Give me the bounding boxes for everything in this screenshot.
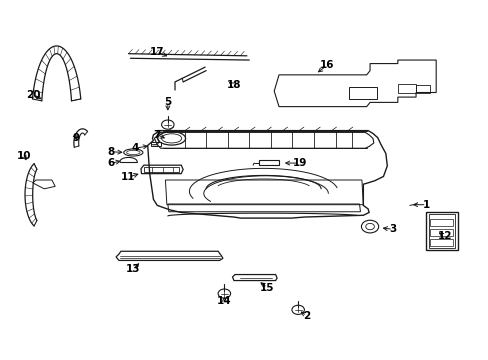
Bar (427, 214, 454, 248)
Text: 2: 2 (303, 311, 310, 321)
Text: 20: 20 (26, 90, 41, 100)
Text: 19: 19 (292, 158, 306, 168)
Text: 3: 3 (388, 224, 396, 234)
Text: 13: 13 (126, 264, 140, 274)
Text: 4: 4 (131, 143, 139, 153)
Text: 9: 9 (72, 133, 79, 143)
Bar (143, 167, 179, 172)
Text: 18: 18 (226, 80, 241, 90)
Bar (151, 142, 160, 146)
Text: 7: 7 (153, 130, 161, 140)
Text: 16: 16 (319, 60, 333, 70)
Text: 8: 8 (107, 147, 115, 157)
Text: 6: 6 (107, 158, 115, 168)
Text: 1: 1 (422, 200, 429, 210)
Bar (258, 160, 279, 165)
Bar (429, 219, 452, 226)
Text: 5: 5 (164, 98, 171, 107)
Text: 11: 11 (121, 172, 136, 182)
Bar (348, 86, 376, 99)
Bar (397, 84, 415, 93)
Text: 15: 15 (260, 283, 274, 293)
Text: 17: 17 (150, 47, 164, 57)
Bar (429, 239, 452, 246)
Text: 14: 14 (217, 296, 231, 306)
Bar (415, 85, 429, 93)
Bar (425, 212, 457, 250)
Text: 12: 12 (437, 231, 451, 242)
Text: 10: 10 (17, 151, 31, 161)
Bar (429, 229, 452, 236)
